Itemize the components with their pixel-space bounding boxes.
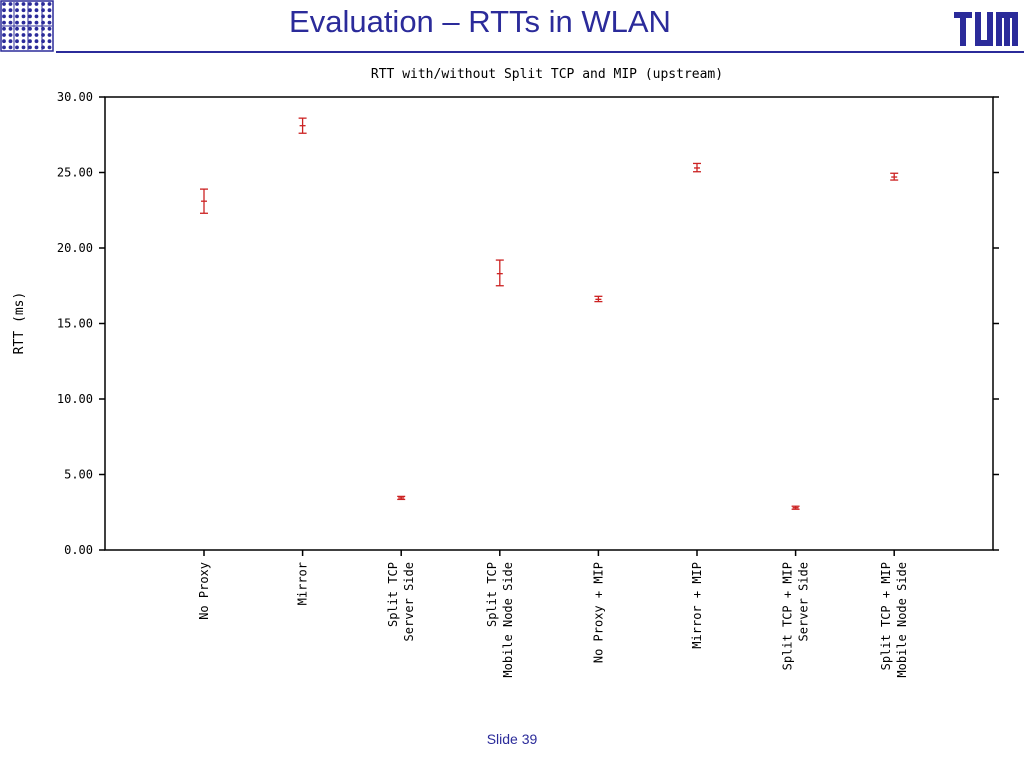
data-point	[890, 172, 899, 181]
x-tick-label: Server Side	[797, 562, 811, 641]
x-tick-label: Server Side	[402, 562, 416, 641]
dot-grid-logo-icon	[0, 0, 54, 52]
x-tick-label: No Proxy + MIP	[591, 562, 605, 663]
y-tick-label: 5.00	[64, 468, 93, 482]
slide-title: Evaluation – RTTs in WLAN	[289, 4, 671, 39]
y-tick-label: 0.00	[64, 543, 93, 557]
y-tick-label: 20.00	[57, 241, 93, 255]
y-tick-label: 30.00	[57, 90, 93, 104]
x-tick-label: Split TCP + MIP	[781, 562, 795, 670]
y-tick-label: 10.00	[57, 392, 93, 406]
x-tick-label: Split TCP	[386, 562, 400, 627]
x-tick-label: Mobile Node Side	[501, 562, 515, 678]
rtt-chart: RTT with/without Split TCP and MIP (upst…	[12, 67, 999, 678]
x-tick-label: Split TCP + MIP	[879, 562, 893, 670]
title-rule	[56, 51, 1024, 53]
x-tick-label: Mobile Node Side	[895, 562, 909, 678]
data-point	[200, 188, 208, 214]
x-tick-label: Split TCP	[485, 562, 499, 627]
x-tick-label: No Proxy	[197, 562, 211, 620]
y-axis-label: RTT (ms)	[12, 292, 27, 355]
slide-number: Slide 39	[486, 731, 538, 747]
y-tick-label: 15.00	[57, 317, 93, 331]
data-point	[298, 117, 307, 134]
plot-frame	[104, 96, 994, 551]
data-point	[397, 495, 406, 501]
x-tick-label: Mirror	[296, 562, 310, 605]
data-point	[594, 295, 603, 303]
tum-logo-icon	[954, 12, 1018, 46]
y-tick-label: 25.00	[57, 166, 93, 180]
data-point	[495, 259, 504, 287]
x-tick-label: Mirror + MIP	[690, 562, 704, 649]
chart-title: RTT with/without Split TCP and MIP (upst…	[371, 67, 723, 82]
data-point	[693, 162, 701, 173]
data-point	[791, 505, 800, 510]
